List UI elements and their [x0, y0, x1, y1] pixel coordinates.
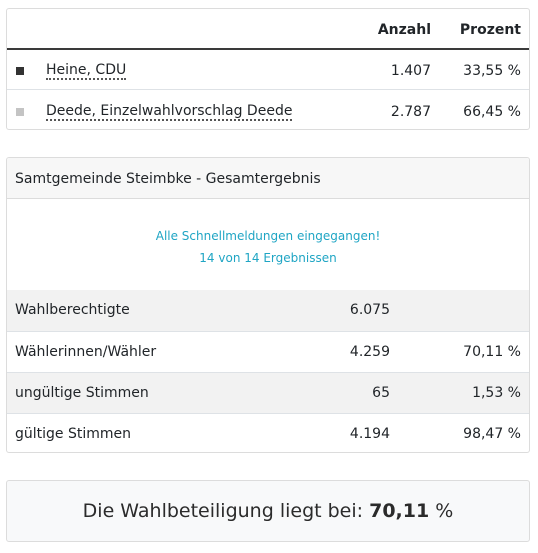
color-swatch-icon [16, 67, 24, 75]
header-percent: Prozent [459, 22, 521, 38]
card-title: Samtgemeinde Steimbke - Gesamtergebnis [15, 171, 321, 187]
row-value: 4.194 [349, 426, 390, 442]
turnout-label: Die Wahlbeteiligung liegt bei: [82, 500, 364, 522]
row-value: 65 [372, 385, 390, 401]
row-value: 6.075 [349, 302, 390, 318]
card-header: Samtgemeinde Steimbke - Gesamtergebnis [7, 158, 529, 199]
table-row: Heine, CDU 1.407 33,55 % [7, 50, 529, 90]
candidate-count: 1.407 [390, 63, 431, 79]
table-row: Deede, Einzelwahlvorschlag Deede 2.787 6… [7, 91, 529, 131]
row-label: Wählerinnen/Wähler [15, 344, 157, 360]
header-count: Anzahl [377, 22, 431, 38]
turnout-value: 70,11 [369, 500, 430, 522]
table-row: Wahlberechtigte 6.075 [7, 290, 529, 331]
row-label: ungültige Stimmen [15, 385, 149, 401]
overall-result-card: Samtgemeinde Steimbke - Gesamtergebnis A… [6, 157, 530, 453]
turnout-unit: % [435, 500, 454, 522]
table-row: ungültige Stimmen 65 1,53 % [7, 372, 529, 413]
candidate-count: 2.787 [390, 104, 431, 120]
table-row: Wählerinnen/Wähler 4.259 70,11 % [7, 331, 529, 372]
color-swatch-icon [16, 108, 24, 116]
row-value: 4.259 [349, 344, 390, 360]
candidate-percent: 33,55 % [463, 63, 521, 79]
row-percent: 98,47 % [463, 426, 521, 442]
table-header: Anzahl Prozent [7, 9, 529, 50]
row-label: gültige Stimmen [15, 426, 132, 442]
candidate-name-link[interactable]: Deede, Einzelwahlvorschlag Deede [46, 103, 293, 121]
table-row: gültige Stimmen 4.194 98,47 % [7, 413, 529, 452]
candidate-percent: 66,45 % [463, 104, 521, 120]
turnout-box: Die Wahlbeteiligung liegt bei: 70,11 % [6, 480, 530, 542]
results-count-notice: 14 von 14 Ergebnissen [199, 251, 337, 265]
row-label: Wahlberechtigte [15, 302, 130, 318]
candidate-name-link[interactable]: Heine, CDU [46, 62, 127, 80]
status-notice: Alle Schnellmeldungen eingegangen! [155, 229, 381, 243]
row-percent: 1,53 % [472, 385, 521, 401]
candidates-table: Anzahl Prozent Heine, CDU 1.407 33,55 % … [6, 8, 530, 130]
row-percent: 70,11 % [463, 344, 521, 360]
